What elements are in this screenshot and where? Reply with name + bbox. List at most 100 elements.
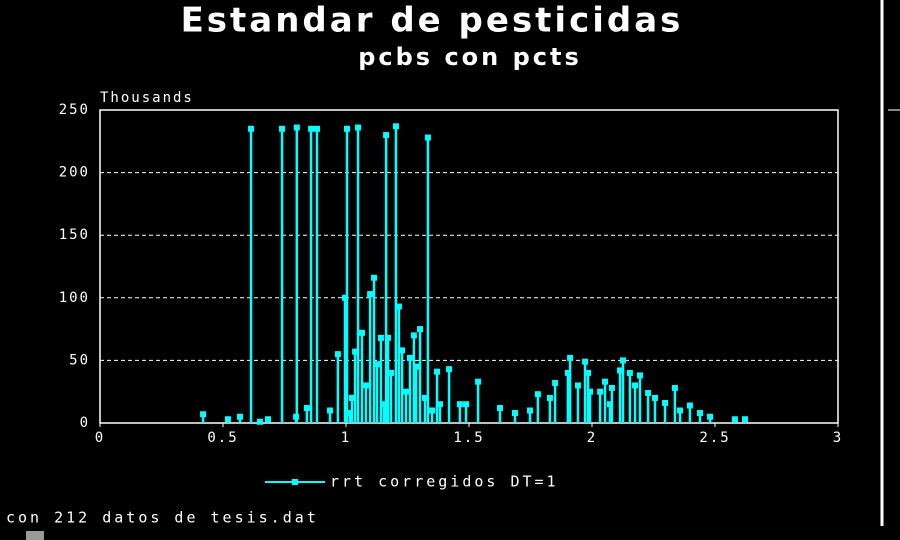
stem-marker xyxy=(496,404,503,411)
y-tick-label: 150 xyxy=(59,227,90,243)
stem-marker xyxy=(436,401,443,408)
stem-marker xyxy=(434,368,441,375)
stem-marker xyxy=(417,326,424,333)
legend-label: rrt corregidos DT=1 xyxy=(330,473,559,491)
stem-marker xyxy=(552,379,559,386)
stem-marker xyxy=(334,351,341,358)
stem-marker xyxy=(342,294,349,301)
stem-marker xyxy=(313,125,320,132)
footnote: con 212 datos de tesis.dat xyxy=(6,509,319,527)
stem-marker xyxy=(399,347,406,354)
stem-marker xyxy=(475,378,482,385)
stem-marker xyxy=(677,407,684,414)
stem-marker xyxy=(388,369,395,376)
stem-marker xyxy=(619,357,626,364)
stem-marker xyxy=(632,382,639,389)
x-tick-label: 2 xyxy=(587,430,597,446)
stem-marker xyxy=(512,409,519,416)
stem-marker xyxy=(383,132,390,139)
stem-marker xyxy=(327,407,334,414)
stem-marker xyxy=(429,407,436,414)
stem-marker xyxy=(636,372,643,379)
y-tick-label: 0 xyxy=(80,415,90,431)
stem-marker xyxy=(662,399,669,406)
stem-marker xyxy=(377,334,384,341)
stem-marker xyxy=(385,334,392,341)
stem-marker xyxy=(534,391,541,398)
stem-marker xyxy=(686,402,693,409)
stem-marker xyxy=(582,358,589,365)
y-tick-label: 250 xyxy=(59,102,90,118)
stem-marker xyxy=(456,401,463,408)
stem-marker xyxy=(395,303,402,310)
stem-marker xyxy=(608,384,615,391)
stem-marker xyxy=(371,274,378,281)
stem-marker xyxy=(403,388,410,395)
x-tick-label: 1 xyxy=(341,430,351,446)
stem-marker xyxy=(303,404,310,411)
stem-marker xyxy=(564,369,571,376)
stem-marker xyxy=(567,354,574,361)
stem-marker xyxy=(742,416,749,423)
stem-marker xyxy=(731,416,738,423)
stem-marker xyxy=(224,416,231,423)
stem-marker xyxy=(707,413,714,420)
stem-marker xyxy=(346,409,353,416)
y-tick-label: 100 xyxy=(59,290,90,306)
stem-marker xyxy=(380,401,387,408)
stem-marker xyxy=(585,369,592,376)
stem-marker xyxy=(587,388,594,395)
stem-marker xyxy=(293,413,300,420)
y-axis-label: Thousands xyxy=(100,90,194,106)
y-tick-label: 200 xyxy=(59,165,90,181)
stem-marker xyxy=(256,418,263,425)
stem-marker xyxy=(343,125,350,132)
stem-marker xyxy=(406,354,413,361)
stem-marker xyxy=(671,384,678,391)
stem-marker xyxy=(265,416,272,423)
stem-marker xyxy=(355,124,362,131)
stem-marker xyxy=(279,125,286,132)
stem-marker xyxy=(617,367,624,374)
x-tick-label: 1.5 xyxy=(453,430,484,446)
y-tick-label: 50 xyxy=(69,352,90,368)
x-tick-label: 0 xyxy=(95,430,105,446)
stem-marker xyxy=(651,394,658,401)
legend-marker xyxy=(292,479,298,485)
stem-marker xyxy=(413,363,420,370)
stem-marker xyxy=(410,332,417,339)
stem-marker xyxy=(392,123,399,130)
stem-marker xyxy=(352,348,359,355)
stem-marker xyxy=(421,394,428,401)
stem-marker xyxy=(358,329,365,336)
stem-marker xyxy=(626,369,633,376)
x-tick-label: 2.5 xyxy=(699,430,730,446)
stem-marker xyxy=(597,388,604,395)
stem-marker xyxy=(527,407,534,414)
window-handle xyxy=(26,531,44,540)
stem-marker xyxy=(367,291,374,298)
stem-marker xyxy=(293,124,300,131)
stem-marker xyxy=(362,382,369,389)
stem-marker xyxy=(645,389,652,396)
stem-marker xyxy=(424,134,431,141)
stem-marker xyxy=(463,401,470,408)
stem-marker xyxy=(348,394,355,401)
stem-marker xyxy=(696,409,703,416)
stem-marker xyxy=(446,366,453,373)
x-tick-label: 3 xyxy=(833,430,843,446)
stem-marker xyxy=(248,125,255,132)
chart-title: Estandar de pesticidas xyxy=(181,1,684,41)
stem-marker xyxy=(574,382,581,389)
stem-marker xyxy=(606,401,613,408)
stem-marker xyxy=(602,378,609,385)
stem-marker xyxy=(236,413,243,420)
stem-marker xyxy=(308,125,315,132)
chart-subtitle: pcbs con pcts xyxy=(358,43,582,71)
stem-marker xyxy=(546,394,553,401)
x-tick-label: 0.5 xyxy=(207,430,238,446)
stem-marker xyxy=(373,361,380,368)
